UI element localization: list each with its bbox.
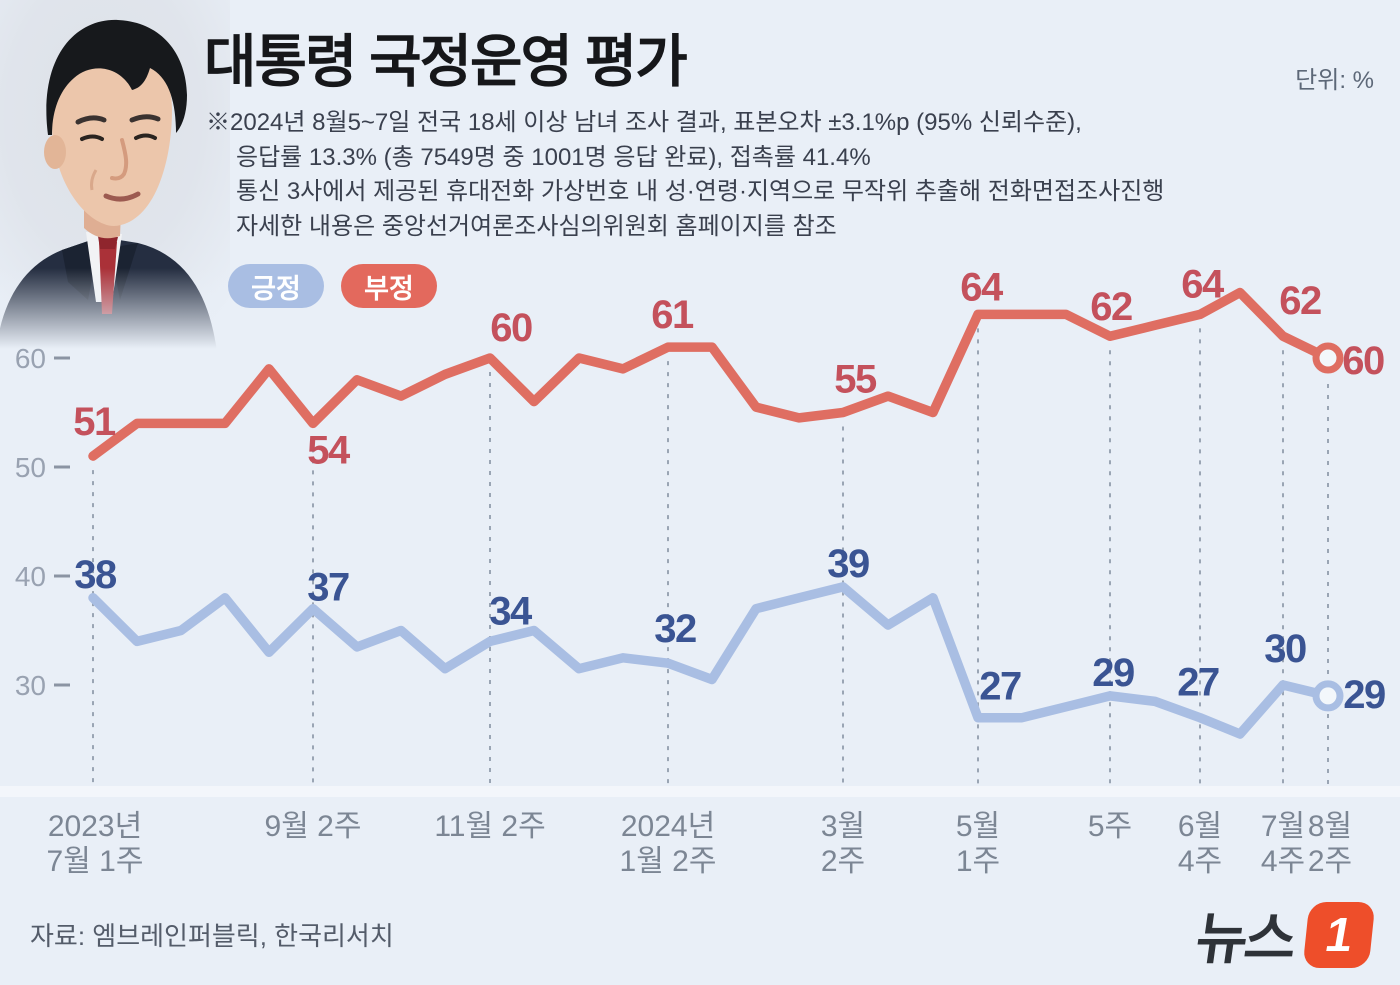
source-text: 자료: 엠브레인퍼블릭, 한국리서치 <box>30 921 394 951</box>
legend-positive-pill: 긍정 <box>228 264 324 308</box>
negative-value-label: 61 <box>651 293 694 337</box>
positive-value-label: 38 <box>74 553 117 597</box>
positive-value-label: 27 <box>1177 661 1219 705</box>
note-line: ※2024년 8월5~7일 전국 18세 이상 남녀 조사 결과, 표본오차 ±… <box>206 109 1082 136</box>
note-line: 통신 3사에서 제공된 휴대전화 가상번호 내 성·연령·지역으로 무작위 추출… <box>236 178 1165 205</box>
positive-value-label: 29 <box>1092 651 1134 695</box>
negative-value-label: 64 <box>960 265 1004 309</box>
x-axis-label: 7월 4주 <box>1261 810 1305 878</box>
marker-positive-latest <box>1312 680 1344 712</box>
survey-notes: ※2024년 8월5~7일 전국 18세 이상 남녀 조사 결과, 표본오차 ±… <box>206 106 1164 244</box>
positive-value-label: 37 <box>307 566 349 610</box>
y-tick-label: 50 <box>15 452 46 483</box>
positive-value-label: 34 <box>489 589 533 633</box>
y-tick-label: 40 <box>15 561 46 592</box>
positive-value-label: 39 <box>827 542 869 586</box>
baseline-band <box>0 786 1400 797</box>
x-axis-label: 2023년 7월 1주 <box>47 810 144 878</box>
note-line: 자세한 내용은 중앙선거여론조사심의위원회 홈페이지를 참조 <box>236 212 837 240</box>
line-positive <box>88 582 1333 739</box>
negative-value-label: 62 <box>1090 285 1132 329</box>
line-negative <box>88 287 1333 461</box>
positive-value-label: 27 <box>979 665 1021 709</box>
negative-value-label: 64 <box>1181 262 1225 306</box>
legend-negative-pill: 부정 <box>341 264 437 308</box>
x-axis-label: 6월 4주 <box>1178 810 1222 878</box>
positive-value-label: 29 <box>1343 673 1385 717</box>
positive-value-label: 30 <box>1264 627 1306 671</box>
x-axis-label: 11월 2주 <box>434 810 545 843</box>
x-axis-label: 5월 1주 <box>956 810 1000 878</box>
negative-value-label: 62 <box>1279 279 1321 323</box>
note-line: 응답률 13.3% (총 7549명 중 1001명 응답 완료), 접촉률 4… <box>236 143 871 171</box>
logo-number-box: 1 <box>1302 901 1376 968</box>
positive-value-label: 32 <box>654 607 696 651</box>
marker-negative-latest <box>1312 342 1344 374</box>
x-axis-label: 9월 2주 <box>265 810 362 843</box>
x-axis-label: 3월 2주 <box>821 810 865 878</box>
photo-fade <box>0 268 230 360</box>
negative-value-label: 54 <box>307 428 351 472</box>
news1-logo: 뉴스 1 <box>1192 894 1376 975</box>
x-axis-label: 8월 2주 <box>1308 810 1352 878</box>
y-tick-label: 30 <box>15 670 46 701</box>
logo-number: 1 <box>1321 908 1357 961</box>
president-photo <box>0 0 230 360</box>
logo-wordmark: 뉴스 <box>1191 907 1298 970</box>
negative-value-label: 60 <box>490 306 532 350</box>
negative-value-label: 55 <box>834 358 877 402</box>
x-axis-label: 5주 <box>1088 810 1132 843</box>
unit-label: 단위: % <box>1295 67 1374 94</box>
legend: 긍정 부정 <box>228 264 437 308</box>
page-title: 대통령 국정운영 평가 <box>204 30 688 94</box>
x-axis-label: 2024년 1월 2주 <box>620 810 717 878</box>
negative-value-label: 60 <box>1342 339 1384 383</box>
negative-value-label: 51 <box>73 400 116 444</box>
